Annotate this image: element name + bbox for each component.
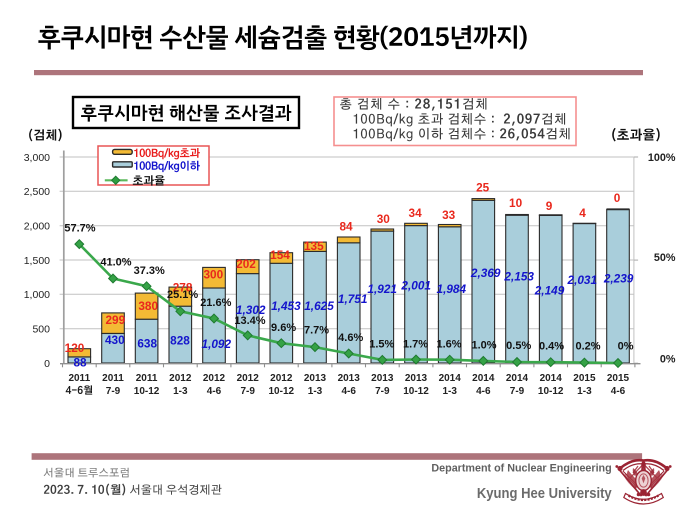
- svg-text:41.0%: 41.0%: [100, 256, 131, 268]
- svg-text:21.6%: 21.6%: [200, 297, 231, 309]
- svg-text:2015: 2015: [607, 373, 630, 384]
- svg-text:430: 430: [105, 333, 125, 347]
- svg-text:0: 0: [44, 358, 50, 370]
- svg-text:7-9: 7-9: [106, 386, 121, 397]
- svg-text:2013: 2013: [371, 373, 394, 384]
- svg-text:88: 88: [73, 356, 87, 370]
- svg-text:2,153: 2,153: [503, 269, 534, 283]
- svg-text:2013: 2013: [405, 373, 428, 384]
- svg-text:1,751: 1,751: [338, 292, 368, 306]
- svg-text:2,500: 2,500: [24, 186, 50, 198]
- svg-text:154: 154: [270, 248, 290, 262]
- svg-text:37.3%: 37.3%: [134, 265, 165, 277]
- svg-text:2011: 2011: [102, 373, 124, 384]
- svg-text:278: 278: [173, 281, 193, 295]
- svg-text:2011: 2011: [68, 373, 90, 384]
- svg-text:34: 34: [409, 206, 423, 220]
- svg-text:2015: 2015: [573, 373, 596, 384]
- svg-text:30: 30: [377, 212, 391, 226]
- svg-text:0%: 0%: [660, 354, 676, 366]
- svg-text:10-12: 10-12: [403, 386, 429, 397]
- svg-text:1-3: 1-3: [173, 386, 188, 397]
- svg-text:7-9: 7-9: [240, 386, 255, 397]
- svg-text:10-12: 10-12: [134, 386, 160, 397]
- svg-text:500: 500: [32, 324, 50, 336]
- svg-text:1.0%: 1.0%: [471, 340, 496, 352]
- svg-text:2013: 2013: [338, 373, 361, 384]
- svg-text:2014: 2014: [472, 373, 495, 384]
- svg-text:1,500: 1,500: [24, 255, 50, 267]
- svg-text:202: 202: [236, 257, 256, 271]
- svg-text:25: 25: [476, 181, 490, 195]
- svg-text:7-9: 7-9: [375, 386, 390, 397]
- svg-text:299: 299: [105, 313, 125, 327]
- svg-text:4-6: 4-6: [341, 386, 356, 397]
- svg-text:84: 84: [339, 220, 353, 234]
- svg-text:13.4%: 13.4%: [234, 315, 265, 327]
- svg-text:1,302: 1,302: [236, 303, 266, 317]
- svg-text:2012: 2012: [237, 373, 260, 384]
- svg-text:1,092: 1,092: [202, 337, 232, 351]
- svg-text:2012: 2012: [270, 373, 293, 384]
- svg-text:2014: 2014: [439, 373, 462, 384]
- svg-text:0.4%: 0.4%: [539, 341, 564, 353]
- svg-text:1,921: 1,921: [367, 282, 397, 296]
- svg-text:10-12: 10-12: [269, 386, 295, 397]
- svg-text:300: 300: [203, 268, 223, 282]
- svg-text:0.5%: 0.5%: [506, 340, 531, 352]
- svg-text:1,453: 1,453: [271, 299, 301, 313]
- svg-text:2,239: 2,239: [603, 272, 634, 286]
- svg-text:9: 9: [546, 199, 553, 213]
- svg-text:1.5%: 1.5%: [369, 339, 394, 351]
- svg-text:2013: 2013: [304, 373, 327, 384]
- svg-text:828: 828: [170, 334, 190, 348]
- svg-text:380: 380: [138, 299, 158, 313]
- svg-text:25.1%: 25.1%: [167, 289, 198, 301]
- svg-text:1-3: 1-3: [308, 386, 323, 397]
- svg-text:1-3: 1-3: [577, 386, 592, 397]
- svg-text:57.7%: 57.7%: [64, 223, 95, 235]
- svg-text:1.7%: 1.7%: [403, 339, 428, 351]
- svg-text:0%: 0%: [618, 341, 634, 353]
- svg-text:4.6%: 4.6%: [338, 332, 363, 344]
- svg-text:2011: 2011: [136, 373, 158, 384]
- svg-text:3,000: 3,000: [24, 152, 50, 164]
- svg-text:33: 33: [442, 208, 456, 222]
- svg-text:4-6: 4-6: [476, 386, 491, 397]
- svg-text:0.2%: 0.2%: [575, 341, 600, 353]
- svg-text:2,031: 2,031: [567, 273, 598, 287]
- svg-text:Department of Nuclear Engineer: Department of Nuclear Engineering: [431, 462, 611, 474]
- svg-text:1,984: 1,984: [437, 282, 467, 296]
- svg-text:120: 120: [65, 341, 85, 355]
- svg-text:10: 10: [509, 196, 523, 210]
- svg-text:4: 4: [579, 206, 586, 220]
- svg-text:2,149: 2,149: [534, 284, 565, 298]
- svg-text:135: 135: [304, 239, 324, 253]
- svg-text:2,369: 2,369: [470, 266, 501, 280]
- svg-text:7-9: 7-9: [510, 386, 525, 397]
- svg-text:Kyung Hee University: Kyung Hee University: [477, 486, 613, 502]
- svg-text:2012: 2012: [169, 373, 192, 384]
- svg-text:2,000: 2,000: [24, 221, 50, 233]
- svg-text:9.6%: 9.6%: [271, 322, 296, 334]
- svg-text:7.7%: 7.7%: [304, 325, 329, 337]
- svg-text:1.6%: 1.6%: [436, 339, 461, 351]
- svg-text:4-6: 4-6: [207, 386, 222, 397]
- svg-text:10-12: 10-12: [538, 386, 564, 397]
- svg-text:0: 0: [614, 191, 621, 205]
- svg-text:2,001: 2,001: [400, 279, 431, 293]
- svg-text:1-3: 1-3: [442, 386, 457, 397]
- svg-text:4-6: 4-6: [611, 386, 626, 397]
- svg-text:50%: 50%: [654, 252, 676, 264]
- svg-text:638: 638: [137, 337, 157, 351]
- svg-text:100%: 100%: [648, 152, 676, 164]
- svg-text:1,000: 1,000: [24, 289, 50, 301]
- svg-text:2014: 2014: [506, 373, 529, 384]
- svg-text:1,625: 1,625: [304, 299, 334, 313]
- svg-text:2014: 2014: [540, 373, 563, 384]
- svg-text:2012: 2012: [203, 373, 226, 384]
